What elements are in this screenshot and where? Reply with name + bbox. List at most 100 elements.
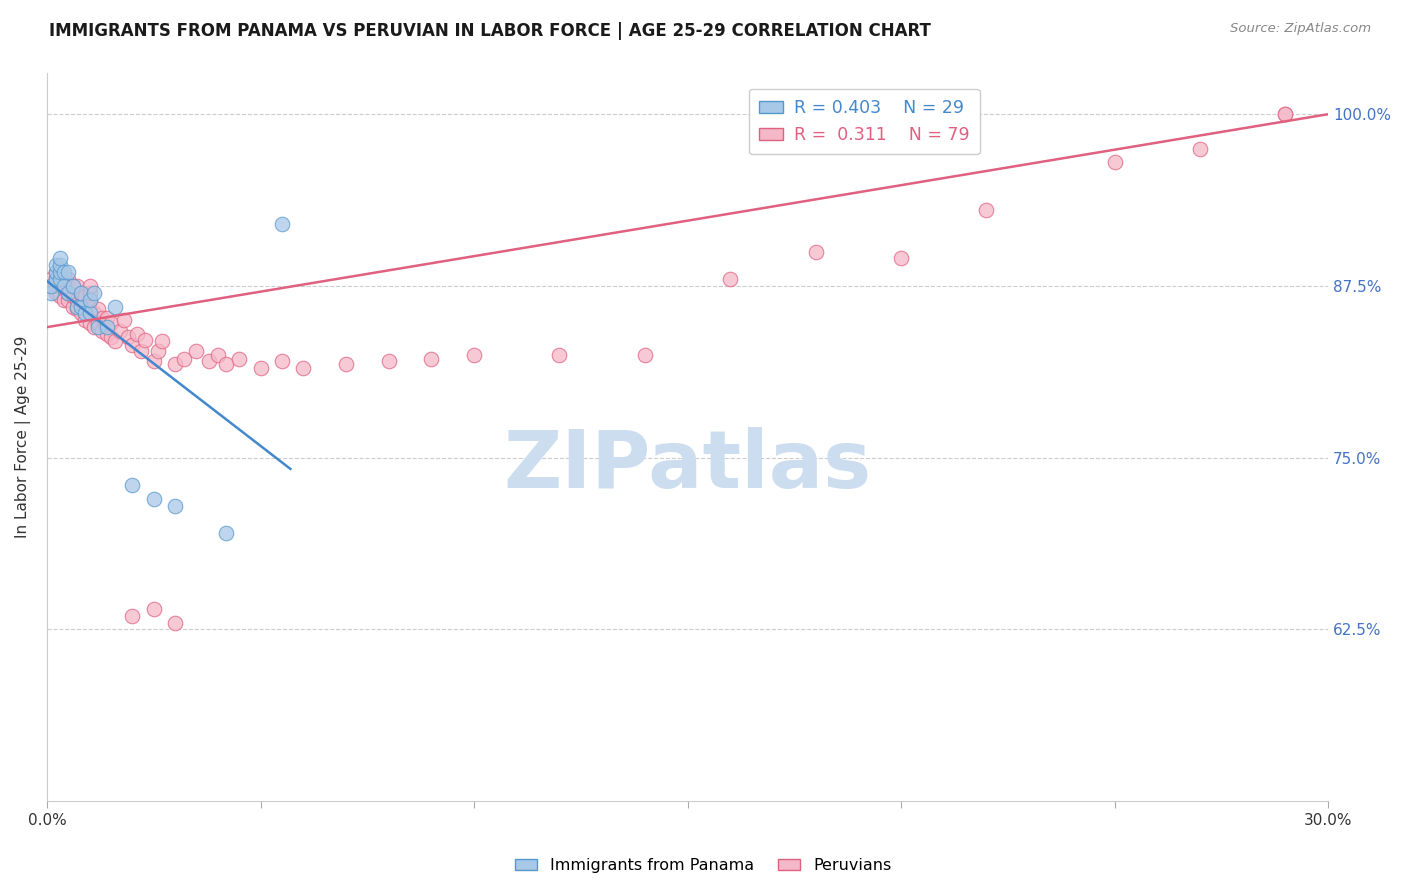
Point [62,279,84,293]
Point [49,252,72,266]
Point [62,279,84,293]
Point [49,265,72,279]
Point [49,279,72,293]
Point [83,320,105,334]
Point [249,361,271,376]
Point [58,265,80,279]
Point [58,293,80,307]
Point [91,310,114,325]
Text: ZIPatlas: ZIPatlas [503,427,872,505]
Point [420,351,443,366]
Point [165,357,187,371]
Point [377,354,399,368]
Point [58,285,80,300]
Point [129,343,152,358]
Point [117,330,139,344]
Point [44,272,66,286]
Point [66,279,89,293]
Point [718,272,741,286]
Point [70,285,93,300]
Point [87,316,110,330]
Point [142,354,165,368]
Point [804,244,827,259]
Point [108,324,131,338]
Point [270,217,292,231]
Point [548,348,571,362]
Point [79,293,101,307]
Point [79,279,101,293]
Point [100,316,122,330]
Point [44,272,66,286]
Point [53,279,76,293]
Point [215,526,238,541]
Point [53,293,76,307]
Point [87,302,110,317]
Point [1274,107,1296,121]
Point [79,302,101,317]
Point [70,306,93,320]
Point [207,348,229,362]
Point [79,306,101,320]
Point [292,361,315,376]
Point [173,351,195,366]
Point [44,265,66,279]
Point [58,285,80,300]
Point [125,326,148,341]
Point [104,300,127,314]
Point [53,279,76,293]
Point [146,343,169,358]
Point [49,272,72,286]
Y-axis label: In Labor Force | Age 25-29: In Labor Force | Age 25-29 [15,336,31,538]
Point [112,313,135,327]
Point [49,272,72,286]
Point [142,602,165,616]
Point [62,300,84,314]
Point [165,615,187,630]
Point [79,285,101,300]
Point [96,320,118,334]
Point [87,320,110,334]
Point [70,285,93,300]
Point [44,285,66,300]
Point [83,306,105,320]
Point [150,334,173,348]
Point [39,279,62,293]
Point [66,302,89,317]
Point [121,608,143,623]
Point [121,338,143,352]
Point [96,326,118,341]
Point [165,499,187,513]
Point [75,300,97,314]
Text: Source: ZipAtlas.com: Source: ZipAtlas.com [1230,22,1371,36]
Point [58,279,80,293]
Point [91,324,114,338]
Point [100,330,122,344]
Point [66,300,89,314]
Point [186,343,208,358]
Point [270,354,292,368]
Point [39,285,62,300]
Point [75,288,97,302]
Point [104,334,127,348]
Point [66,293,89,307]
Point [79,316,101,330]
Point [215,357,238,371]
Point [121,478,143,492]
Point [53,265,76,279]
Point [75,313,97,327]
Point [39,279,62,293]
Point [39,272,62,286]
Point [44,258,66,272]
Point [228,351,250,366]
Point [198,354,221,368]
Text: IMMIGRANTS FROM PANAMA VS PERUVIAN IN LABOR FORCE | AGE 25-29 CORRELATION CHART: IMMIGRANTS FROM PANAMA VS PERUVIAN IN LA… [49,22,931,40]
Point [890,252,912,266]
Point [75,306,97,320]
Point [49,258,72,272]
Point [976,203,998,218]
Point [463,348,485,362]
Legend: R = 0.403    N = 29, R =  0.311    N = 79: R = 0.403 N = 29, R = 0.311 N = 79 [749,89,980,154]
Point [134,333,156,347]
Point [44,265,66,279]
Point [83,285,105,300]
